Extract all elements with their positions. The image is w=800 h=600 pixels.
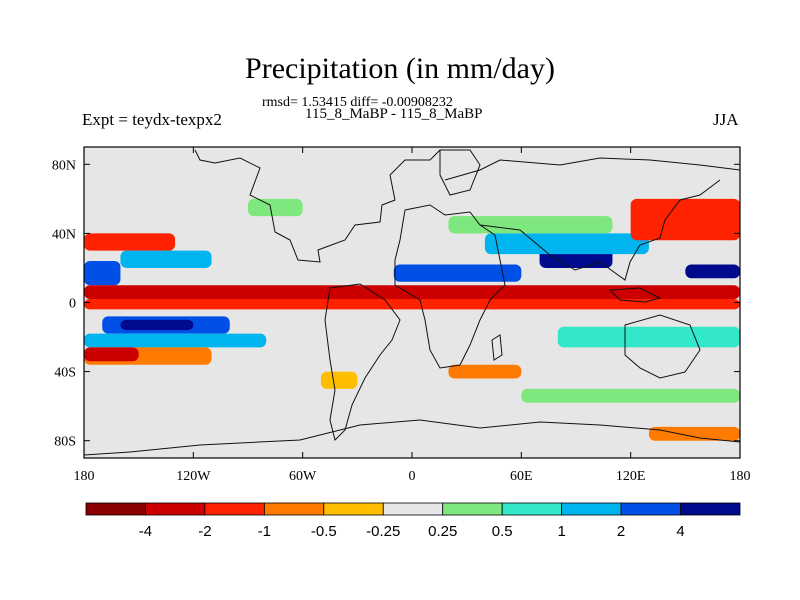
coastline-greenland: [439, 149, 481, 196]
precip-field: [84, 198, 740, 441]
colorbar-swatch: [263, 502, 325, 516]
colorbar-swatch: [85, 502, 146, 516]
y-tick-label: 80S: [54, 435, 76, 450]
colorbar-swatch: [501, 502, 563, 516]
colorbar-swatch: [561, 502, 622, 516]
precip-band-10: [393, 264, 522, 282]
precip-band-20: [521, 388, 740, 403]
precip-band-0: [84, 261, 121, 286]
colorbar-swatch: [620, 502, 681, 516]
colorbar-swatch: [680, 502, 741, 516]
x-axis: 180 120W 60W 0 60E 120E 180: [74, 147, 751, 484]
precip-band-7: [84, 347, 139, 362]
precip-band-4: [120, 319, 194, 331]
x-tick-label: 180: [730, 469, 751, 484]
precip-band-18: [448, 364, 522, 379]
chart-title: Precipitation (in mm/day): [245, 52, 555, 85]
coastlines: [84, 149, 740, 456]
colorbar-label: 1: [557, 523, 565, 540]
colorbar-label: -2: [198, 523, 211, 540]
colorbar-label: -4: [139, 523, 152, 540]
colorbar-label: 0.5: [492, 523, 513, 540]
x-tick-label: 0: [409, 469, 416, 484]
y-tick-label: 40N: [52, 227, 76, 242]
x-tick-label: 180: [74, 469, 95, 484]
precip-band-5: [84, 333, 267, 348]
y-axis: 80N 40N 0 40S 80S: [52, 158, 740, 450]
precip-band-14: [685, 264, 740, 279]
precip-band-1: [84, 285, 740, 300]
x-tick-label: 120E: [616, 469, 646, 484]
precip-band-21: [648, 426, 740, 441]
colorbar-swatch: [442, 502, 503, 516]
precip-band-8: [84, 233, 176, 251]
colorbar-label: -1: [258, 523, 271, 540]
precip-band-15: [448, 216, 613, 234]
precip-band-2: [84, 299, 740, 310]
precip-band-13: [630, 198, 740, 241]
precip-band-9: [120, 250, 212, 268]
season-label: JJA: [713, 110, 739, 129]
experiment-label: Expt = teydx-texpx2: [82, 110, 222, 129]
coastline-madagascar: [491, 334, 503, 361]
coastline-north-america: [194, 149, 441, 263]
y-tick-label: 0: [69, 297, 76, 312]
coastline-eurasia: [444, 157, 740, 281]
colorbar-label: 4: [676, 523, 684, 540]
colorbar-swatch: [204, 502, 265, 516]
colorbar-swatch: [145, 502, 206, 516]
coastline-south-america: [324, 283, 401, 441]
colorbar-swatch: [382, 502, 444, 516]
colorbar-swatch: [323, 502, 384, 516]
colorbar-label: -0.5: [311, 523, 337, 540]
y-tick-label: 40S: [54, 366, 76, 381]
precip-band-17: [557, 326, 740, 348]
x-tick-label: 60W: [289, 469, 317, 484]
x-tick-label: 120W: [176, 469, 211, 484]
coastline-africa: [394, 204, 506, 369]
x-tick-label: 60E: [510, 469, 533, 484]
colorbar-label: -0.25: [366, 523, 400, 540]
precip-band-16: [248, 198, 303, 217]
colorbar-label: 0.25: [428, 523, 457, 540]
y-tick-label: 80N: [52, 158, 76, 173]
colorbar: -4 -2 -1 -0.5 -0.25 0.25 0.5 1 2 4: [85, 502, 741, 540]
coastline-australia: [624, 314, 701, 379]
colorbar-label: 2: [617, 523, 625, 540]
coastline-indonesia: [608, 287, 662, 303]
precip-band-12: [484, 233, 649, 255]
chart-subtitle: 115_8_MaBP - 115_8_MaBP: [305, 106, 483, 122]
precip-band-19: [320, 371, 358, 389]
coastline-antarctica: [84, 419, 740, 456]
stats-line: rmsd= 1.53415 diff= -0.00908232: [262, 95, 453, 110]
